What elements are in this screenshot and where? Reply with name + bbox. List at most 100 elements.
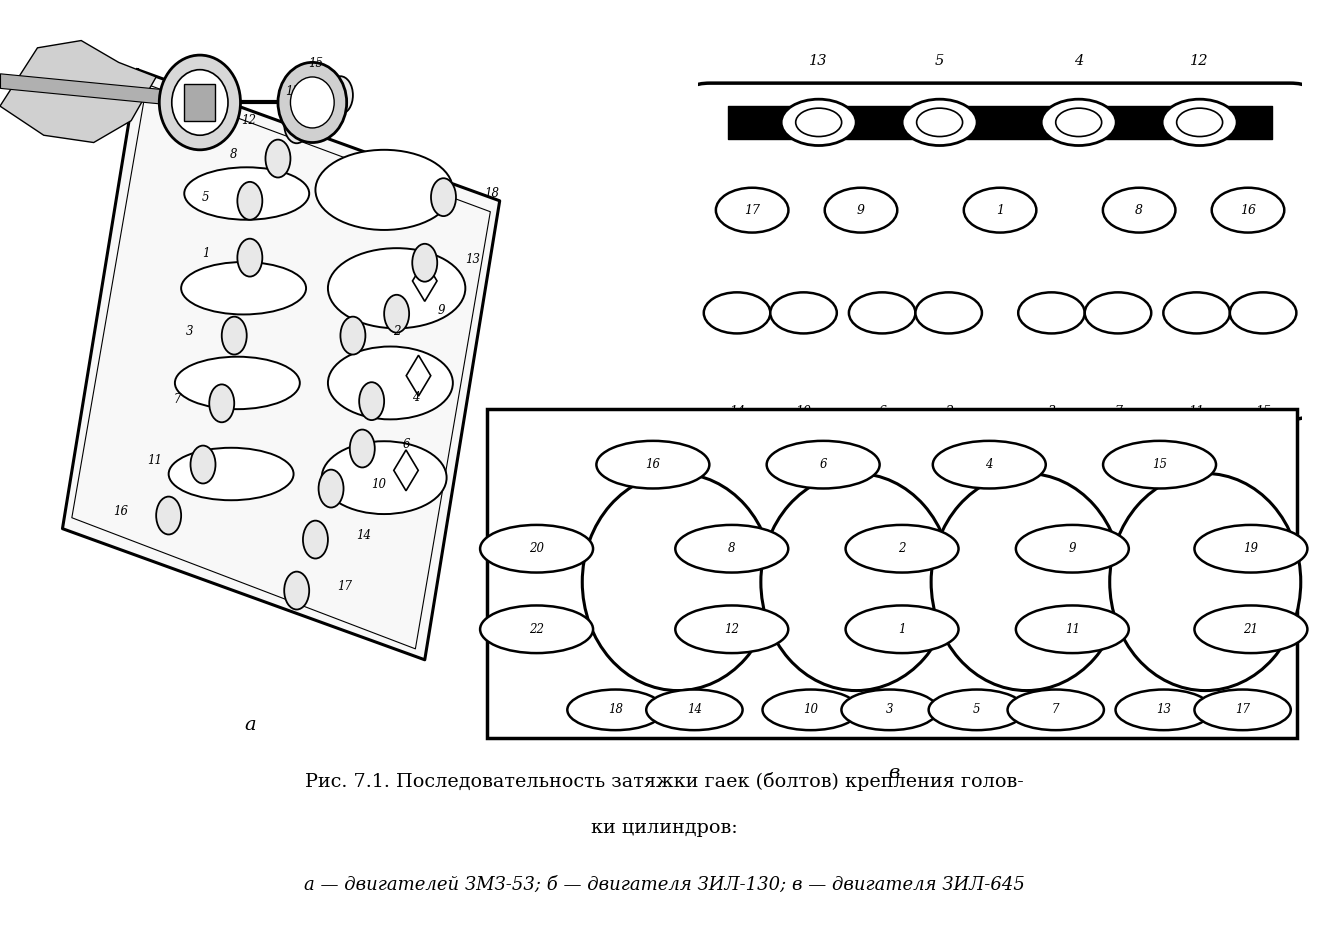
Ellipse shape (328, 347, 453, 419)
Text: 2: 2 (898, 543, 906, 555)
Circle shape (902, 99, 977, 146)
Ellipse shape (359, 382, 384, 420)
Circle shape (675, 525, 788, 573)
Text: 15: 15 (284, 85, 300, 98)
Text: 1: 1 (898, 623, 906, 636)
Ellipse shape (760, 474, 952, 690)
Circle shape (480, 525, 593, 573)
Circle shape (1015, 525, 1128, 573)
Circle shape (1176, 108, 1223, 136)
Circle shape (1055, 108, 1102, 136)
Ellipse shape (222, 317, 247, 355)
Text: 10: 10 (796, 405, 812, 418)
Text: 14: 14 (687, 703, 702, 716)
Ellipse shape (350, 430, 375, 467)
Circle shape (567, 689, 663, 730)
Circle shape (763, 689, 859, 730)
Text: 10: 10 (372, 478, 387, 491)
Circle shape (1007, 689, 1104, 730)
Ellipse shape (1110, 474, 1301, 690)
Text: 16: 16 (1240, 204, 1256, 217)
Ellipse shape (412, 244, 437, 282)
Text: 7: 7 (1053, 703, 1059, 716)
Circle shape (1212, 188, 1284, 233)
Text: 13: 13 (465, 252, 480, 265)
Text: 18: 18 (484, 187, 500, 200)
Text: 15: 15 (1255, 405, 1271, 418)
Circle shape (1229, 292, 1296, 333)
Circle shape (841, 689, 938, 730)
Text: 6: 6 (403, 438, 411, 451)
Text: 17: 17 (1235, 703, 1251, 716)
Text: 3: 3 (186, 325, 194, 338)
Ellipse shape (328, 248, 465, 328)
Circle shape (845, 605, 958, 653)
Circle shape (1195, 689, 1290, 730)
Text: 8: 8 (1135, 204, 1143, 217)
Text: 6: 6 (820, 459, 827, 471)
Text: 11: 11 (148, 455, 162, 467)
Ellipse shape (157, 497, 181, 534)
Ellipse shape (431, 178, 456, 216)
Text: 4: 4 (1074, 54, 1083, 67)
Text: 17: 17 (744, 204, 760, 217)
Text: 22: 22 (529, 623, 544, 636)
Polygon shape (185, 84, 215, 120)
Circle shape (291, 77, 334, 128)
Text: 13: 13 (1156, 703, 1171, 716)
Text: 12: 12 (241, 114, 256, 127)
Circle shape (1195, 525, 1308, 573)
Text: 16: 16 (113, 505, 128, 518)
FancyBboxPatch shape (686, 83, 1314, 419)
Circle shape (278, 63, 347, 143)
Ellipse shape (322, 441, 447, 514)
Text: Рис. 7.1. Последовательность затяжки гаек (болтов) крепления голов-: Рис. 7.1. Последовательность затяжки гае… (306, 771, 1023, 790)
Circle shape (849, 292, 916, 333)
Circle shape (597, 441, 710, 488)
Circle shape (159, 55, 241, 149)
Circle shape (1018, 292, 1084, 333)
Text: 12: 12 (724, 623, 739, 636)
Ellipse shape (319, 470, 343, 507)
Ellipse shape (190, 446, 215, 484)
Circle shape (1084, 292, 1151, 333)
Text: 7: 7 (174, 393, 181, 406)
Ellipse shape (181, 262, 306, 315)
Ellipse shape (238, 239, 262, 276)
Text: б: б (994, 455, 1006, 474)
Text: 11: 11 (1065, 623, 1080, 636)
Circle shape (933, 441, 1046, 488)
Text: 5: 5 (936, 54, 944, 67)
Text: 9: 9 (437, 304, 445, 317)
Circle shape (1163, 292, 1229, 333)
Ellipse shape (932, 474, 1122, 690)
Ellipse shape (266, 139, 291, 177)
Ellipse shape (185, 167, 310, 219)
Ellipse shape (169, 447, 294, 501)
Text: в: в (888, 764, 900, 782)
Circle shape (1103, 441, 1216, 488)
Text: 21: 21 (1244, 623, 1259, 636)
Text: 4: 4 (986, 459, 993, 471)
Circle shape (796, 108, 841, 136)
Text: 1: 1 (995, 204, 1005, 217)
Ellipse shape (384, 295, 409, 333)
Text: 5: 5 (973, 703, 981, 716)
Text: 17: 17 (338, 580, 352, 593)
Circle shape (917, 108, 962, 136)
Ellipse shape (340, 317, 365, 355)
Ellipse shape (315, 149, 453, 230)
Text: 20: 20 (529, 543, 544, 555)
Ellipse shape (284, 572, 310, 610)
Text: 12: 12 (1191, 54, 1209, 67)
Circle shape (1015, 605, 1128, 653)
Text: 10: 10 (803, 703, 819, 716)
Text: 11: 11 (1188, 405, 1204, 418)
Text: 3: 3 (886, 703, 893, 716)
Text: 18: 18 (607, 703, 623, 716)
Circle shape (480, 605, 593, 653)
Ellipse shape (209, 385, 234, 422)
Text: ки цилиндров:: ки цилиндров: (591, 819, 738, 837)
Ellipse shape (582, 474, 773, 690)
Polygon shape (393, 450, 419, 490)
